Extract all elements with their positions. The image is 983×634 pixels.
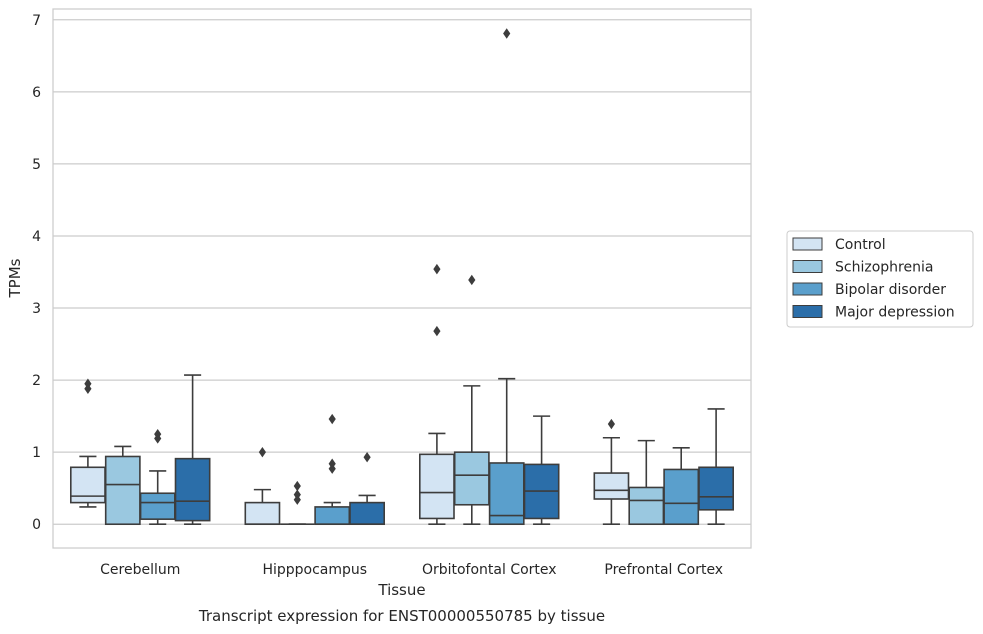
box-plot: [69, 378, 106, 508]
x-tick-label: Orbitofontal Cortex: [422, 562, 557, 578]
x-tick-label: Prefrontal Cortex: [604, 562, 723, 578]
y-tick-label: 4: [32, 229, 41, 245]
box-plot: [418, 263, 455, 526]
box-iqr: [314, 506, 351, 526]
box-iqr: [418, 453, 455, 520]
box-iqr: [663, 468, 700, 526]
y-tick-label: 2: [32, 373, 41, 389]
legend-item: Major depression: [792, 305, 955, 321]
box-plot: [453, 274, 490, 526]
plot-frame: [52, 8, 752, 549]
box-series: [69, 28, 735, 526]
y-tick-label: 1: [32, 445, 41, 461]
box-iqr: [69, 466, 106, 504]
box-plot: [244, 446, 281, 526]
legend-item: Bipolar disorder: [792, 282, 946, 298]
box-iqr: [349, 501, 386, 526]
legend-swatch: [792, 305, 823, 318]
outlier-point: [293, 489, 301, 500]
outlier-point: [503, 28, 511, 39]
legend-item: Schizophrenia: [792, 260, 933, 276]
grid-lines: [53, 19, 751, 525]
box-iqr: [453, 451, 490, 506]
series-schizophrenia: [104, 274, 665, 526]
outlier-point: [154, 428, 162, 440]
outlier-point: [84, 378, 92, 389]
outlier-point: [328, 413, 336, 425]
x-tick-label: Hipppocampus: [262, 562, 367, 578]
box-plot: [628, 439, 665, 526]
outlier-point: [258, 446, 266, 458]
box-plot: [523, 415, 560, 526]
y-tick-label: 5: [32, 157, 41, 173]
box-iqr: [244, 501, 281, 526]
x-tick-labels: Cerebellum Hipppocampus Orbitofontal Corte…: [100, 562, 723, 578]
chart-caption: Transcript expression for ENST0000055078…: [198, 607, 605, 625]
legend-swatch: [792, 237, 823, 251]
box-iqr: [628, 486, 665, 526]
y-axis-title: TPMs: [6, 258, 24, 298]
outlier-point: [363, 452, 371, 463]
y-tick-label: 0: [32, 517, 41, 533]
outlier-point: [328, 458, 336, 469]
legend-item: Control: [792, 237, 886, 253]
box-plot: [104, 445, 141, 526]
box-iqr: [593, 472, 630, 500]
outlier-point: [468, 274, 476, 286]
y-tick-label: 3: [32, 301, 41, 317]
legend-label: Control: [835, 237, 886, 253]
box-iqr: [174, 457, 211, 522]
legend-frame: [786, 230, 974, 328]
legend-label: Schizophrenia: [835, 260, 933, 276]
legend-label: Bipolar disorder: [835, 282, 946, 298]
series-major-depression: [174, 374, 735, 526]
box-plot: [174, 374, 211, 526]
series-control: [69, 263, 630, 526]
box-iqr: [139, 492, 176, 520]
series-bipolar-disorder: [139, 28, 700, 526]
outlier-point: [607, 418, 615, 430]
box-plot: [698, 408, 735, 526]
box-plot: [663, 447, 700, 526]
box-plot: [593, 418, 630, 526]
outlier-point: [433, 325, 441, 337]
legend-label: Major depression: [835, 305, 955, 321]
box-plot: [280, 480, 315, 526]
x-axis-title: Tissue: [377, 581, 425, 599]
legend-swatch: [792, 282, 823, 296]
x-tick-label: Cerebellum: [100, 562, 180, 578]
box-plot: [349, 452, 386, 526]
legend: Control Schizophrenia Bipolar disorder Majo…: [786, 230, 974, 328]
y-tick-label: 6: [32, 85, 41, 101]
y-tick-label: 7: [32, 13, 41, 29]
box-plot: [314, 413, 351, 526]
outlier-point: [433, 263, 441, 275]
plot-area: [53, 9, 751, 548]
box-iqr: [104, 455, 141, 526]
outlier-point: [293, 480, 301, 492]
legend-swatch: [792, 260, 823, 273]
y-tick-labels: 0 1 2 3 4 5 6 7: [32, 13, 41, 533]
box-iqr: [698, 466, 735, 511]
